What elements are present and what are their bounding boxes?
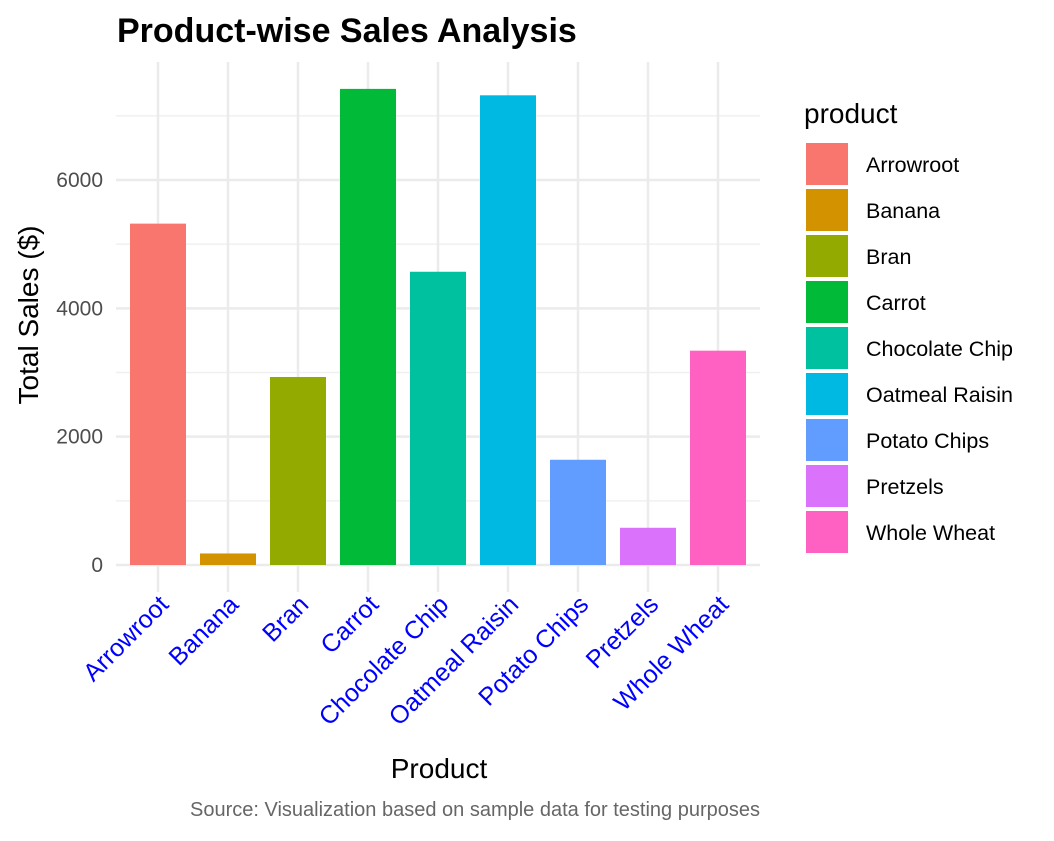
legend-label: Banana bbox=[866, 199, 940, 223]
x-tick-label: Banana bbox=[163, 590, 244, 671]
y-tick-label: 4000 bbox=[56, 297, 103, 320]
bar bbox=[690, 350, 746, 565]
bar bbox=[620, 527, 676, 565]
legend-key bbox=[806, 189, 848, 231]
y-tick-labels: 0 2000 4000 6000 bbox=[56, 169, 103, 577]
legend-label: Carrot bbox=[866, 291, 926, 315]
legend-key bbox=[806, 465, 848, 507]
legend: Arrowroot Banana Bran Carrot Chocolate Chip O… bbox=[806, 143, 1013, 553]
legend-key bbox=[806, 327, 848, 369]
legend-label: Pretzels bbox=[866, 475, 944, 499]
x-axis-label: Product bbox=[391, 753, 488, 784]
y-tick-label: 0 bbox=[91, 554, 103, 577]
legend-key bbox=[806, 419, 848, 461]
legend-key bbox=[806, 373, 848, 415]
legend-key bbox=[806, 143, 848, 185]
legend-label: Whole Wheat bbox=[866, 521, 995, 545]
legend-key bbox=[806, 511, 848, 553]
legend-label: Bran bbox=[866, 245, 911, 269]
bar-layer bbox=[130, 88, 746, 566]
y-tick-label: 2000 bbox=[56, 426, 103, 449]
legend-key bbox=[806, 235, 848, 277]
legend-label: Potato Chips bbox=[866, 429, 989, 453]
y-axis-label: Total Sales ($) bbox=[13, 226, 44, 405]
bar bbox=[550, 459, 606, 565]
legend-label: Arrowroot bbox=[866, 153, 959, 177]
legend-title: product bbox=[804, 98, 898, 129]
chart-caption: Source: Visualization based on sample da… bbox=[190, 799, 760, 821]
y-tick-label: 6000 bbox=[56, 169, 103, 192]
bar bbox=[340, 88, 396, 565]
bar bbox=[270, 376, 326, 565]
bar bbox=[130, 223, 186, 565]
chart-title: Product-wise Sales Analysis bbox=[117, 12, 577, 50]
x-tick-label: Carrot bbox=[315, 590, 384, 659]
legend-label: Oatmeal Raisin bbox=[866, 383, 1013, 407]
legend-label: Chocolate Chip bbox=[866, 337, 1013, 361]
bar bbox=[480, 95, 536, 566]
legend-key bbox=[806, 281, 848, 323]
x-tick-label: Bran bbox=[257, 590, 314, 647]
bar bbox=[200, 553, 256, 565]
x-tick-label: Arrowroot bbox=[78, 590, 174, 686]
bar bbox=[410, 271, 466, 565]
